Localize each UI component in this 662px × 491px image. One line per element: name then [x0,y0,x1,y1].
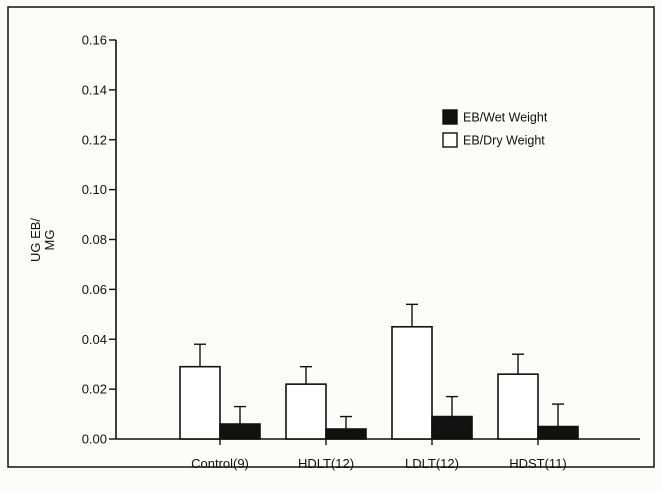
legend: EB/Wet Weight EB/Dry Weight [442,109,548,148]
y-tick-label: 0.16 [82,33,107,48]
x-tick-label: HDST(11) [509,456,567,471]
bar-wet-weight [325,428,367,440]
bars [179,303,579,440]
y-tick-label: 0.06 [82,282,107,297]
x-tick-labels: Control(9) HDLT(12) LDLT(12) HDST(11) [191,439,567,471]
y-ticks: 0.00 0.02 0.04 0.06 0.08 0.10 0.12 0.14 0.16 [82,33,116,447]
x-tick-label: LDLT(12) [405,456,459,471]
x-tick-label: HDLT(12) [298,456,354,471]
legend-label: EB/Dry Weight [463,134,545,148]
bar-wet-weight [431,415,473,440]
y-tick-label: 0.14 [82,82,107,97]
y-axis-label: UG EB/MG [28,218,57,262]
y-axis-label-line: UG EB/ [28,218,43,262]
legend-label: EB/Wet Weight [463,111,548,125]
y-axis-label-line: MG [42,230,57,251]
bar-wet-weight [537,425,579,440]
chart-frame [7,6,655,468]
bar-wet-weight [219,423,261,440]
bar-dry-weight [391,325,433,440]
y-tick-label: 0.12 [82,132,107,147]
y-tick-label: 0.04 [82,332,107,347]
bar-dry-weight [497,373,539,440]
y-tick-label: 0.08 [82,232,107,247]
y-tick-label: 0.02 [82,382,107,397]
bar-dry-weight [285,383,327,440]
bar-dry-weight [179,365,221,440]
legend-swatch [442,132,458,148]
y-tick-label: 0.10 [82,182,107,197]
y-tick-label: 0.00 [82,432,107,447]
x-tick-label: Control(9) [191,456,249,471]
legend-swatch [442,109,458,125]
